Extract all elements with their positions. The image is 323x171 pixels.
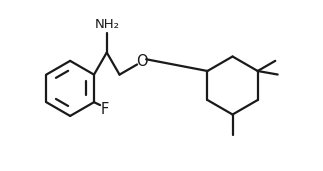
Text: NH₂: NH₂ [94, 18, 119, 31]
Text: F: F [100, 102, 109, 117]
Text: O: O [136, 54, 147, 69]
